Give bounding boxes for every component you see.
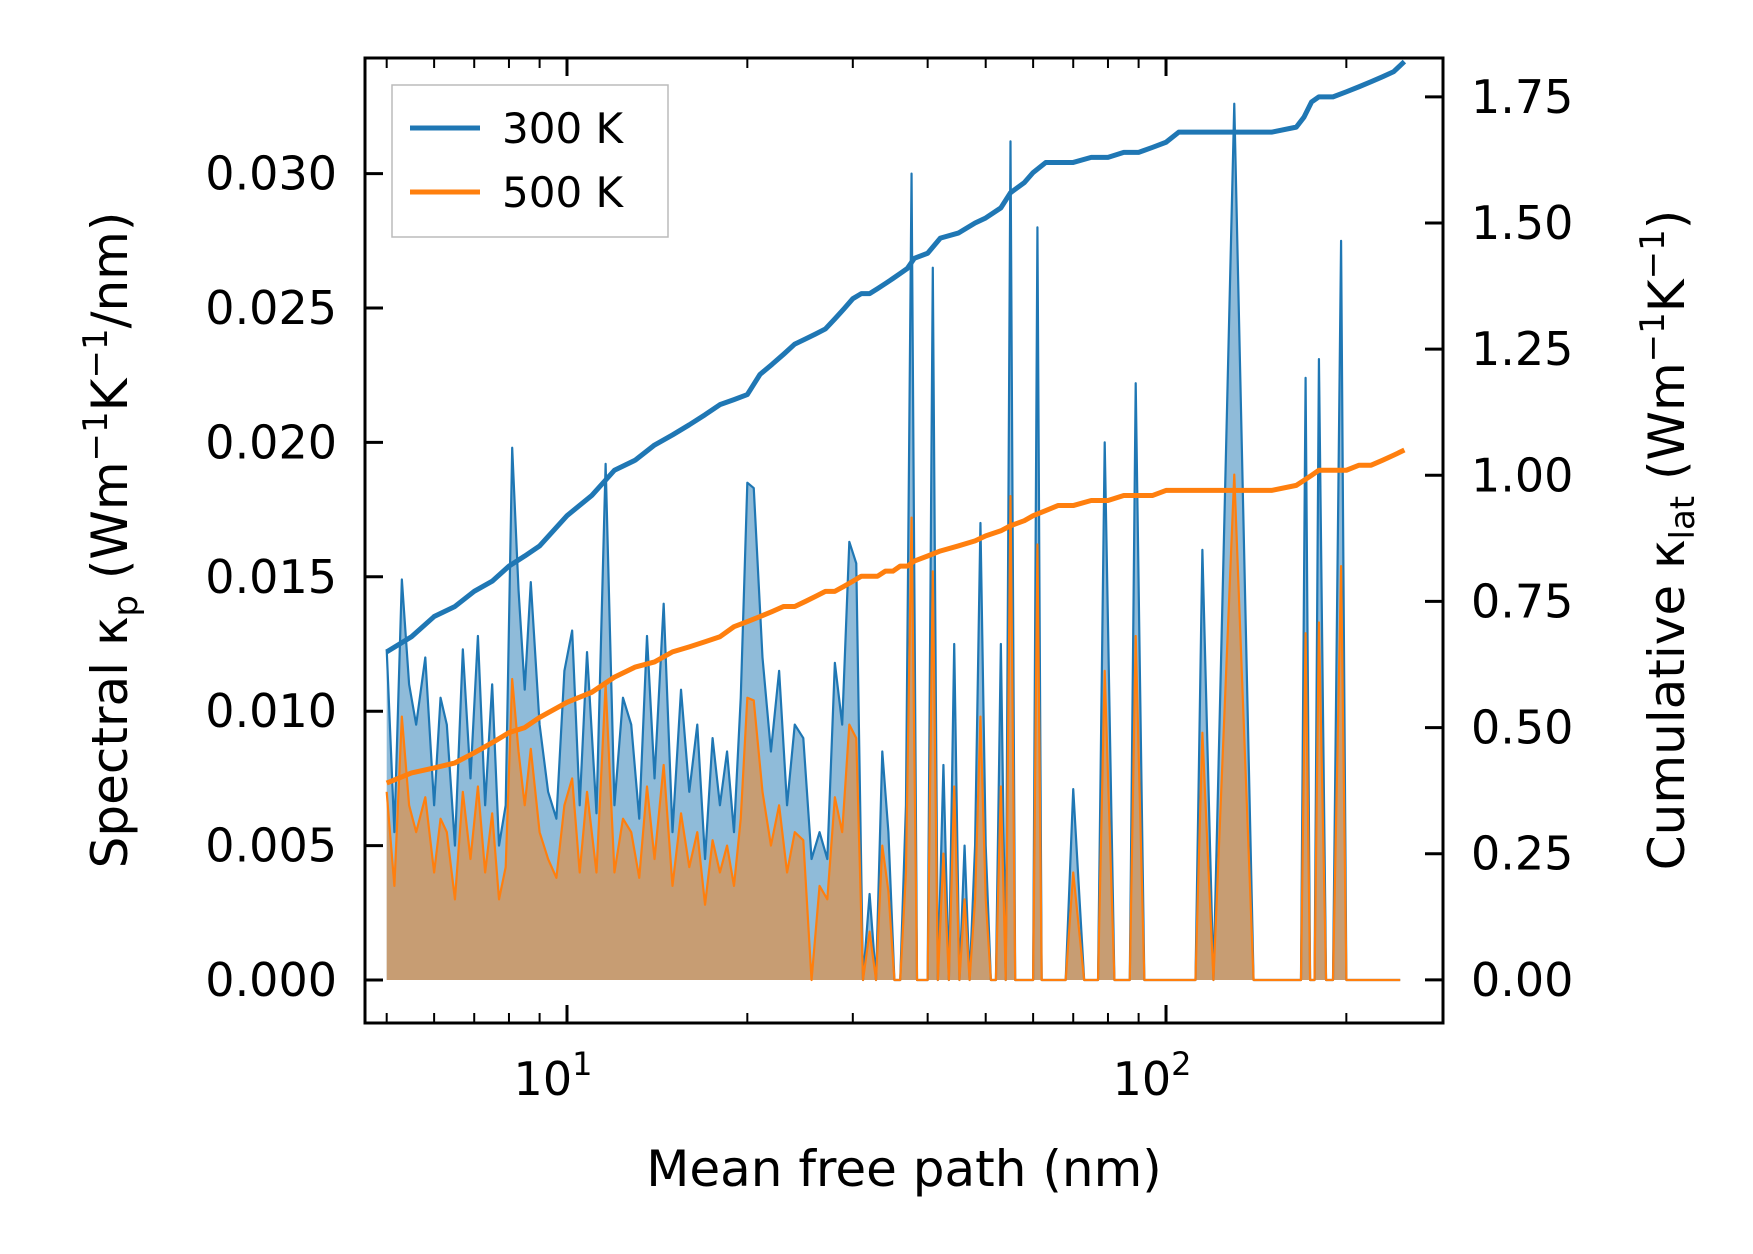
x-axis-label: Mean free path (nm) (646, 1140, 1162, 1198)
y2-tick-label: 0.00 (1471, 953, 1573, 1007)
y-tick-label: 0.025 (205, 281, 337, 335)
y2-tick-label: 1.25 (1471, 322, 1573, 376)
y-tick-label: 0.010 (205, 684, 337, 738)
legend-label-300k: 300 K (502, 104, 625, 153)
y-tick-label: 0.020 (205, 415, 337, 469)
y-axis-label: Spectral κp (Wm−1K−1/nm) (76, 212, 146, 869)
y2-tick-label: 1.00 (1471, 448, 1573, 502)
y-tick-label: 0.015 (205, 550, 337, 604)
y2-tick-label: 0.25 (1471, 827, 1573, 881)
cumulative-500k-line (385, 447, 1406, 786)
y-tick-label: 0.030 (205, 147, 337, 201)
y2-tick-label: 1.50 (1471, 196, 1573, 250)
y2-tick-label: 0.50 (1471, 701, 1573, 755)
y2-tick-labels: 0.00 0.25 0.50 0.75 1.00 1.25 1.50 1.75 (1471, 70, 1573, 1007)
legend-label-500k: 500 K (502, 168, 625, 217)
y2-tick-label: 0.75 (1471, 574, 1573, 628)
y-tick-label: 0.005 (205, 819, 337, 873)
plot-frame (363, 56, 1445, 1025)
spectral-500k-line (385, 473, 1401, 982)
series-layer (385, 59, 1407, 982)
cumulative-300k-line (385, 59, 1407, 655)
x-tick-label: 101 (514, 1045, 593, 1106)
y2-axis-label: Cumulative κlat (Wm−1K−1) (1633, 210, 1703, 870)
spectral-500k-area (386, 474, 1401, 980)
tick-layer (365, 58, 1443, 1023)
y-tick-labels: 0.000 0.005 0.010 0.015 0.020 0.025 0.030 (205, 147, 337, 1007)
y-tick-label: 0.000 (205, 953, 337, 1007)
legend: 300 K 500 K (391, 84, 669, 238)
legend-box (391, 84, 669, 238)
x-tick-labels: 101 102 (514, 1045, 1192, 1106)
y2-tick-label: 1.75 (1471, 70, 1573, 124)
x-tick-label: 102 (1113, 1045, 1192, 1106)
